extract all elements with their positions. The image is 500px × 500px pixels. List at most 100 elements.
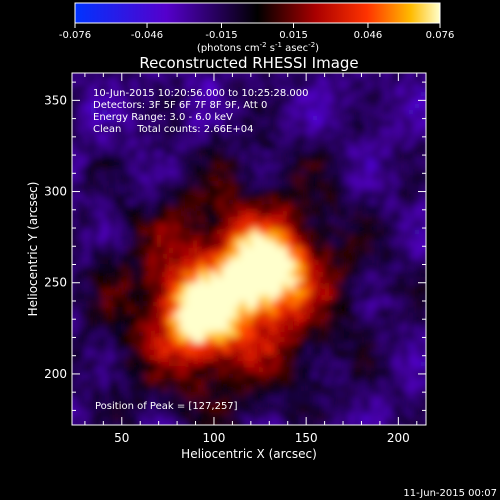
- heatmap-cell: [366, 91, 373, 98]
- heatmap-cell: [156, 103, 163, 110]
- heatmap-cell: [234, 163, 241, 170]
- heatmap-cell: [354, 127, 361, 134]
- heatmap-cell: [390, 163, 397, 170]
- heatmap-cell: [324, 271, 331, 278]
- heatmap-cell: [420, 85, 426, 92]
- heatmap-cell: [336, 361, 343, 368]
- heatmap-cell: [426, 85, 433, 92]
- heatmap-cell: [342, 343, 349, 350]
- heatmap-cell: [228, 343, 235, 350]
- heatmap-cell: [294, 289, 301, 296]
- heatmap-cell: [282, 205, 289, 212]
- heatmap-cell: [192, 403, 199, 410]
- heatmap-cell: [240, 391, 247, 398]
- heatmap-cell: [318, 427, 325, 434]
- heatmap-cell: [138, 301, 145, 308]
- heatmap-cell: [102, 343, 109, 350]
- heatmap-cell: [132, 397, 139, 404]
- heatmap-cell: [336, 91, 343, 98]
- heatmap-cell: [108, 193, 115, 200]
- heatmap-cell: [84, 367, 91, 374]
- heatmap-cell: [306, 157, 313, 164]
- heatmap-cell: [126, 187, 133, 194]
- heatmap-cell: [174, 415, 181, 422]
- heatmap-cell: [258, 409, 265, 416]
- heatmap-cell: [180, 343, 187, 350]
- heatmap-cell: [402, 97, 409, 104]
- heatmap-cell: [138, 307, 145, 314]
- heatmap-cell: [96, 409, 103, 416]
- heatmap-cell: [150, 361, 157, 368]
- heatmap-cell: [342, 247, 349, 254]
- heatmap-cell: [198, 175, 205, 182]
- heatmap-cell: [282, 229, 289, 236]
- heatmap-cell: [336, 175, 343, 182]
- heatmap-cell: [390, 241, 397, 248]
- heatmap-cell: [150, 115, 157, 122]
- heatmap-cell: [78, 415, 85, 422]
- heatmap-cell: [258, 241, 265, 248]
- heatmap-cell: [216, 127, 223, 134]
- heatmap-cell: [354, 253, 361, 260]
- heatmap-cell: [354, 133, 361, 140]
- heatmap-cell: [330, 187, 337, 194]
- heatmap-cell: [78, 121, 85, 128]
- heatmap-cell: [396, 331, 403, 338]
- heatmap-cell: [240, 169, 247, 176]
- heatmap-cell: [378, 313, 385, 320]
- heatmap-cell: [234, 145, 241, 152]
- heatmap-cell: [102, 169, 109, 176]
- heatmap-cell: [276, 223, 283, 230]
- heatmap-cell: [210, 91, 217, 98]
- heatmap-cell: [294, 331, 301, 338]
- heatmap-cell: [126, 325, 133, 332]
- heatmap-cell: [168, 403, 175, 410]
- heatmap-cell: [372, 91, 379, 98]
- heatmap-cell: [402, 73, 409, 80]
- heatmap-cell: [90, 223, 97, 230]
- heatmap-cell: [204, 199, 211, 206]
- heatmap-cell: [384, 181, 391, 188]
- heatmap-cell: [318, 223, 325, 230]
- heatmap-cell: [228, 139, 235, 146]
- heatmap-cell: [108, 169, 115, 176]
- heatmap-cell: [402, 313, 409, 320]
- heatmap-cell: [102, 427, 109, 434]
- heatmap-cell: [204, 235, 211, 242]
- heatmap-cell: [390, 235, 397, 242]
- heatmap-cell: [222, 403, 229, 410]
- heatmap-cell: [120, 85, 127, 92]
- heatmap-cell: [222, 259, 229, 266]
- heatmap-cell: [90, 301, 97, 308]
- heatmap-cell: [420, 205, 426, 212]
- heatmap-cell: [102, 103, 109, 110]
- heatmap-cell: [96, 427, 103, 434]
- heatmap-cell: [90, 385, 97, 392]
- heatmap-cell: [348, 193, 355, 200]
- heatmap-cell: [216, 343, 223, 350]
- heatmap-cell: [144, 229, 151, 236]
- heatmap-cell: [390, 403, 397, 410]
- heatmap-cell: [180, 163, 187, 170]
- heatmap-cell: [402, 259, 409, 266]
- heatmap-cell: [102, 337, 109, 344]
- heatmap-cell: [84, 181, 91, 188]
- heatmap-cell: [414, 259, 421, 266]
- heatmap-cell: [180, 211, 187, 218]
- heatmap-cell: [240, 73, 247, 80]
- heatmap-cell: [408, 277, 415, 284]
- heatmap-cell: [228, 253, 235, 260]
- heatmap-cell: [114, 97, 121, 104]
- heatmap-cell: [132, 175, 139, 182]
- heatmap-cell: [426, 427, 433, 434]
- heatmap-cell: [192, 115, 199, 122]
- heatmap-cell: [210, 325, 217, 332]
- heatmap-cell: [366, 403, 373, 410]
- heatmap-cell: [312, 289, 319, 296]
- heatmap-cell: [312, 247, 319, 254]
- heatmap-cell: [96, 187, 103, 194]
- heatmap-cell: [276, 331, 283, 338]
- heatmap-cell: [150, 379, 157, 386]
- heatmap-cell: [144, 271, 151, 278]
- heatmap-cell: [246, 289, 253, 296]
